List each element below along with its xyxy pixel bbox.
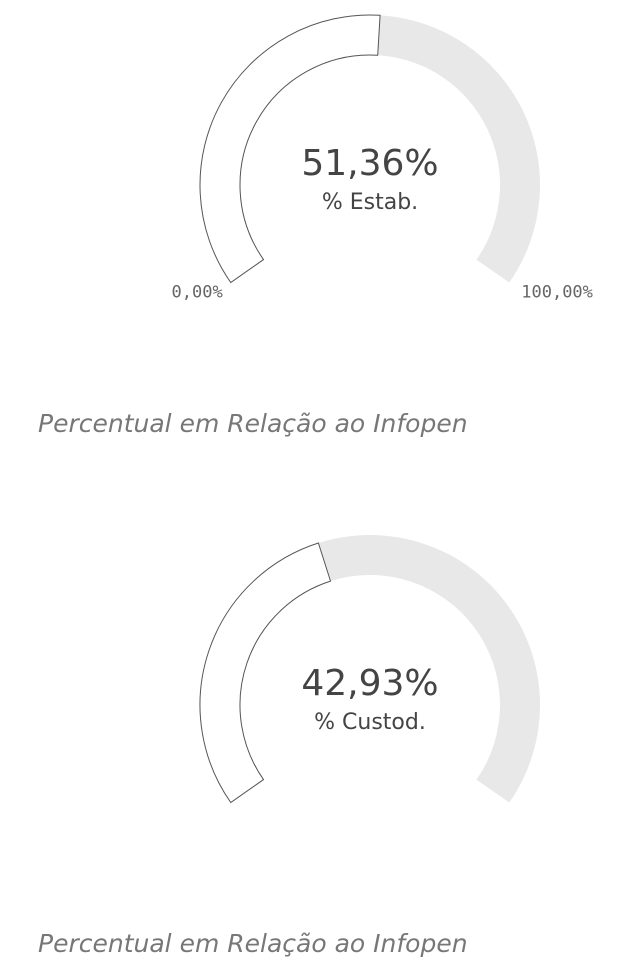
gauge-label: % Custod. <box>314 710 426 735</box>
gauge-track <box>377 15 541 283</box>
subtitle: Percentual em Relação ao Infopen <box>38 409 468 438</box>
gauge-range-label: 100,00% <box>521 283 593 303</box>
gauge-range-label: 0,00% <box>172 283 223 303</box>
gauge-track <box>318 535 541 803</box>
subtitle: Percentual em Relação ao Infopen <box>38 929 468 958</box>
gauge-value-label: 42,93% <box>301 663 438 704</box>
gauge-value <box>199 14 381 284</box>
gauge-value-label: 51,36% <box>301 143 438 184</box>
gauge-value <box>199 542 332 804</box>
gauge-label: % Estab. <box>322 190 418 215</box>
